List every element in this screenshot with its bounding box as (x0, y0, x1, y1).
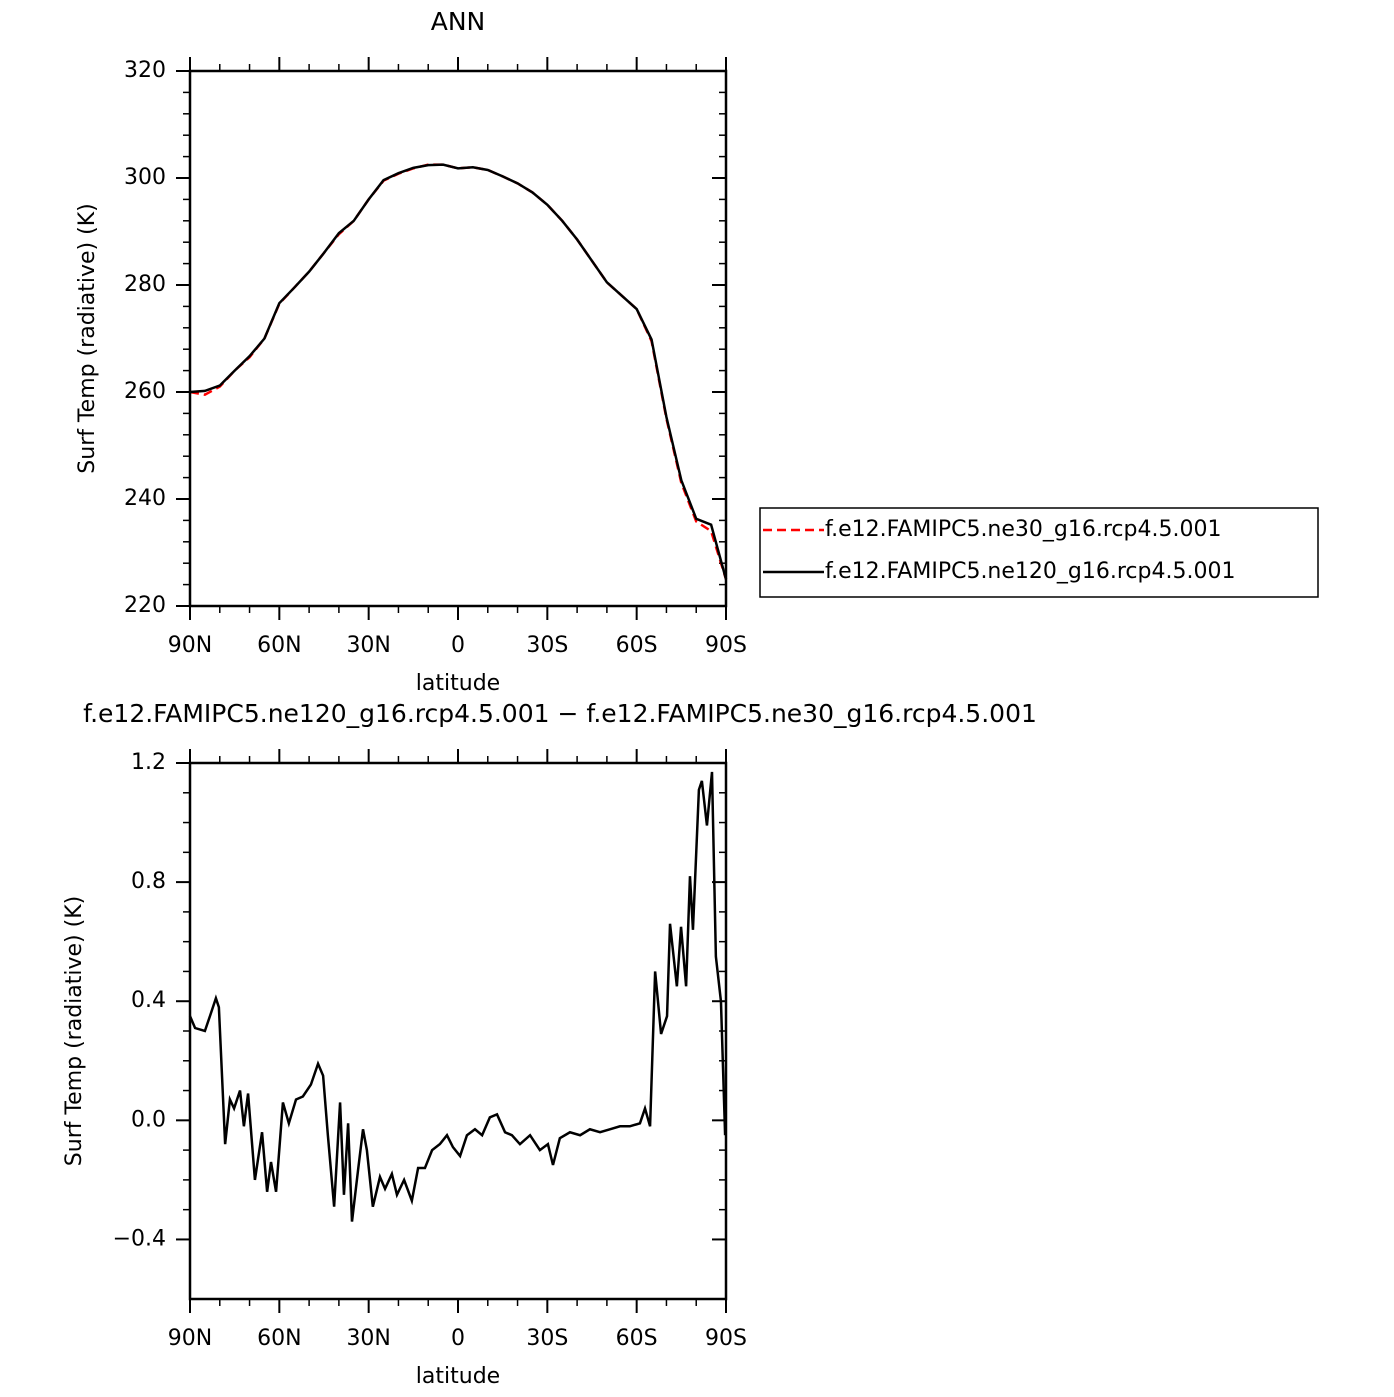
x-tick-label: 60N (257, 1326, 301, 1351)
x-tick-label: 60S (616, 1326, 658, 1351)
y-tick-label: 280 (124, 272, 166, 297)
legend-label: f.e12.FAMIPC5.ne120_g16.rcp4.5.001 (825, 559, 1235, 584)
plot-frame (188, 761, 728, 1301)
x-tick-label: 90N (168, 1326, 212, 1351)
x-tick-label: 60N (257, 633, 301, 658)
data-line (189, 163, 728, 580)
x-tick-label: 90S (705, 1326, 747, 1351)
x-tick-label: 30S (526, 633, 568, 658)
chart-title: ANN (431, 7, 486, 36)
x-tick-label: 30S (526, 1326, 568, 1351)
data-line (188, 771, 727, 1222)
x-axis-label: latitude (416, 671, 500, 696)
y-tick-label: 240 (124, 486, 166, 511)
y-tick-label: 0.4 (131, 988, 166, 1013)
plot-frame (188, 69, 728, 608)
y-tick-label: 320 (124, 58, 166, 83)
y-tick-label: 0.8 (131, 869, 166, 894)
y-tick-label: 0.0 (131, 1107, 166, 1132)
x-tick-label: 90N (168, 633, 212, 658)
x-tick-label: 30N (346, 633, 390, 658)
y-tick-label: 220 (124, 593, 166, 618)
data-line (189, 163, 728, 580)
y-tick-label: 260 (124, 379, 166, 404)
y-tick-label: 1.2 (131, 750, 166, 775)
x-tick-label: 0 (451, 633, 465, 658)
x-tick-label: 90S (705, 633, 747, 658)
y-axis-label: Surf Temp (radiative) (K) (75, 203, 100, 473)
y-tick-label: −0.4 (113, 1226, 166, 1251)
chart-title: f.e12.FAMIPC5.ne120_g16.rcp4.5.001 − f.e… (83, 699, 1037, 728)
x-tick-label: 0 (451, 1326, 465, 1351)
x-tick-label: 30N (346, 1326, 390, 1351)
legend-box (759, 507, 1319, 598)
x-tick-label: 60S (616, 633, 658, 658)
y-axis-label: Surf Temp (radiative) (K) (62, 896, 87, 1166)
y-tick-label: 300 (124, 165, 166, 190)
legend-label: f.e12.FAMIPC5.ne30_g16.rcp4.5.001 (825, 517, 1221, 542)
x-axis-label: latitude (416, 1364, 500, 1389)
